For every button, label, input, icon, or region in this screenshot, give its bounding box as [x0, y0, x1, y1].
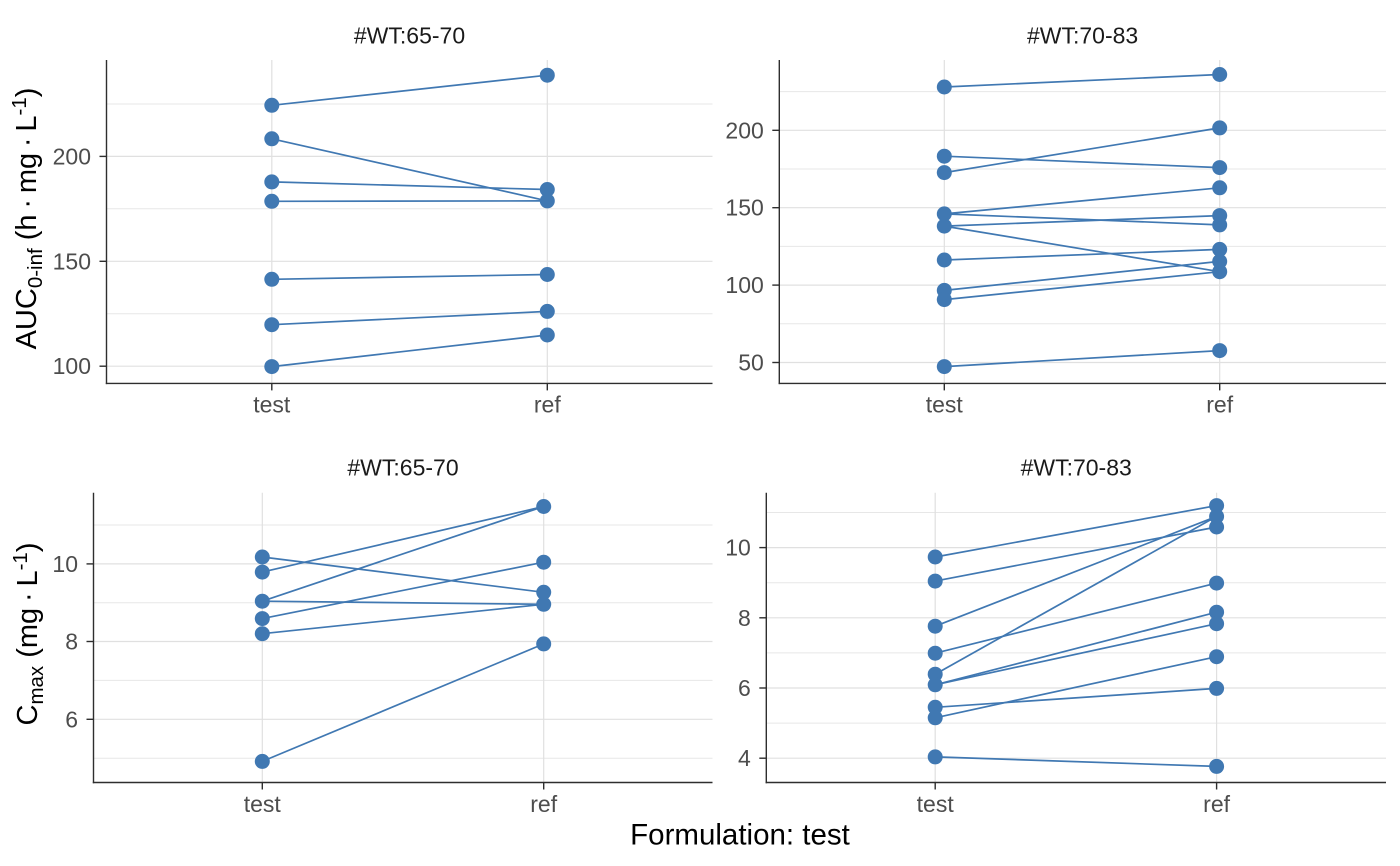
- svg-text:8: 8: [65, 629, 78, 655]
- svg-text:#WT:70-83: #WT:70-83: [1021, 455, 1132, 481]
- svg-text:#WT:70-83: #WT:70-83: [1027, 23, 1138, 49]
- svg-text:Formulation: test: Formulation: test: [630, 819, 850, 852]
- svg-text:ref: ref: [1203, 791, 1230, 817]
- svg-text:ref: ref: [1206, 392, 1233, 418]
- svg-text:test: test: [917, 791, 955, 817]
- svg-text:#WT:65-70: #WT:65-70: [354, 23, 465, 49]
- svg-text:10: 10: [725, 535, 751, 561]
- svg-text:150: 150: [725, 195, 763, 221]
- svg-text:ref: ref: [530, 791, 557, 817]
- svg-text:#WT:65-70: #WT:65-70: [347, 455, 458, 481]
- svg-text:test: test: [244, 791, 282, 817]
- svg-text:6: 6: [738, 675, 751, 701]
- svg-text:200: 200: [53, 143, 91, 169]
- svg-text:8: 8: [738, 605, 751, 631]
- svg-text:200: 200: [725, 117, 763, 143]
- svg-text:AUC0-inf (h · mg · L-1): AUC0-inf (h · mg · L-1): [8, 88, 47, 350]
- svg-text:4: 4: [738, 745, 751, 771]
- svg-text:ref: ref: [534, 392, 561, 418]
- svg-text:test: test: [253, 392, 291, 418]
- svg-text:6: 6: [65, 706, 78, 732]
- svg-text:10: 10: [52, 551, 78, 577]
- svg-text:test: test: [926, 392, 964, 418]
- svg-text:100: 100: [53, 353, 91, 379]
- svg-text:100: 100: [725, 272, 763, 298]
- svg-text:50: 50: [738, 350, 764, 376]
- svg-text:150: 150: [53, 248, 91, 274]
